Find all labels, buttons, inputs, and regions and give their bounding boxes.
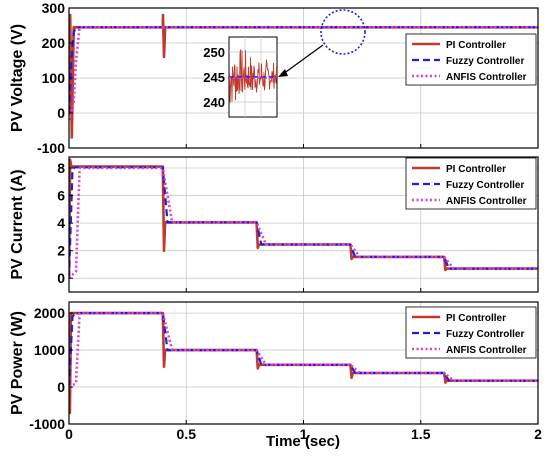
series-line-dotted bbox=[69, 25, 538, 121]
legend-entry: Fuzzy Controller bbox=[446, 180, 524, 191]
series-line-dotted bbox=[69, 166, 538, 280]
x-tick-label: 0 bbox=[65, 426, 73, 442]
inset-tick-label: 240 bbox=[203, 95, 225, 110]
y-axis-label: PV Power (W) bbox=[9, 311, 26, 415]
x-tick-label: 1.5 bbox=[411, 426, 431, 442]
legend-entry: PI Controller bbox=[446, 164, 506, 175]
legend: PI Controller Fuzzy Controller ANFIS Contr… bbox=[405, 33, 537, 86]
x-axis-label: Time (sec) bbox=[266, 433, 340, 450]
zoom-region-circle bbox=[320, 9, 366, 55]
series-line-dashed bbox=[69, 166, 538, 279]
y-tick-label: -100 bbox=[37, 140, 65, 156]
legend: PI Controller Fuzzy Controller ANFIS Contr… bbox=[405, 157, 537, 210]
legend-entry: Fuzzy Controller bbox=[446, 329, 524, 340]
y-tick-label: 4 bbox=[57, 215, 65, 231]
legend-entry: ANFIS Controller bbox=[446, 345, 527, 356]
y-tick-label: 100 bbox=[42, 70, 66, 86]
y-axis-label: PV Current (A) bbox=[9, 169, 26, 279]
legend-entry: PI Controller bbox=[446, 313, 506, 324]
inset-tick-label: 245 bbox=[203, 70, 225, 85]
legend-entry: ANFIS Controller bbox=[446, 196, 527, 207]
x-tick-label: 1 bbox=[300, 426, 308, 442]
zoom-inset: 250 245 240 bbox=[203, 36, 278, 118]
y-axis-label: PV Voltage (V) bbox=[9, 24, 26, 132]
y-tick-label: 300 bbox=[42, 0, 66, 16]
subplot-1: 8 6 4 2 0 PV Current (A) PI Controller Fuzzy Co… bbox=[9, 156, 539, 293]
y-tick-label: 1000 bbox=[34, 342, 65, 358]
legend-entry: PI Controller bbox=[446, 40, 506, 51]
inset-tick-label: 250 bbox=[203, 45, 225, 60]
x-tick-label: 2 bbox=[534, 426, 542, 442]
series-line-dotted bbox=[69, 311, 538, 389]
y-tick-label: 0 bbox=[57, 379, 65, 395]
zoom-arrow-head bbox=[278, 69, 288, 77]
y-tick-label: 8 bbox=[57, 160, 65, 176]
y-tick-label: 0 bbox=[57, 270, 65, 286]
y-tick-label: 200 bbox=[42, 35, 66, 51]
y-tick-label: 0 bbox=[57, 105, 65, 121]
subplot-0: 300 200 100 0 -100 PV Voltage (V) PI Controlle… bbox=[9, 0, 539, 156]
legend-entry: ANFIS Controller bbox=[446, 72, 527, 83]
legend: PI Controller Fuzzy Controller ANFIS Contr… bbox=[405, 306, 537, 359]
inset-pi-signal bbox=[229, 49, 277, 104]
x-tick-label: 0.5 bbox=[177, 426, 197, 442]
y-tick-label: -1000 bbox=[29, 416, 65, 432]
legend-entry: Fuzzy Controller bbox=[446, 56, 524, 67]
y-tick-label: 2000 bbox=[34, 305, 65, 321]
y-tick-label: 2 bbox=[57, 243, 65, 259]
y-tick-label: 6 bbox=[57, 188, 65, 204]
zoom-arrow-shaft bbox=[282, 44, 324, 75]
